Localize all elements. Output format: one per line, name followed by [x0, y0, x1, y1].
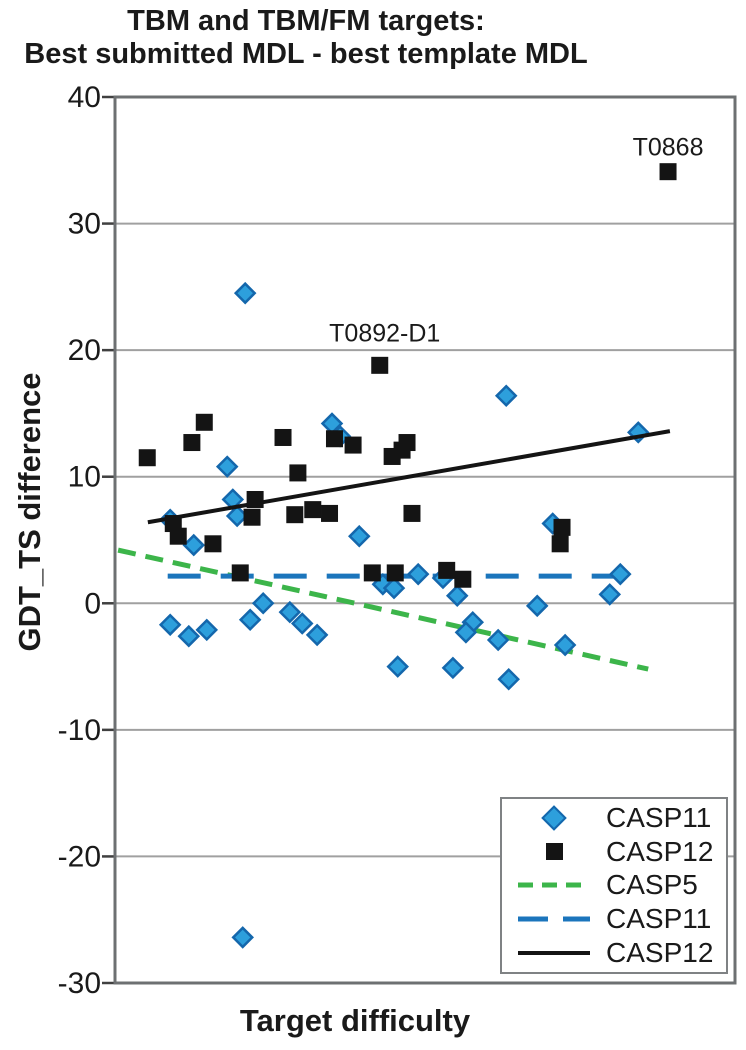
y-tick-label: -10 — [58, 714, 101, 747]
scatter-point-casp11 — [182, 533, 206, 557]
scatter-point-casp11 — [386, 655, 409, 678]
scatter-point-casp12 — [231, 564, 249, 582]
scatter-point-casp11 — [553, 633, 577, 657]
scatter-point-casp11 — [238, 608, 262, 632]
scatter-point-casp12 — [551, 535, 569, 553]
y-tick-label: 0 — [84, 587, 101, 620]
scatter-point-casp12 — [371, 356, 389, 374]
scatter-point-casp12 — [289, 464, 307, 482]
scatter-point-casp11 — [251, 592, 275, 615]
scatter-point-casp12 — [286, 506, 304, 524]
legend-item-casp11-scatter: CASP11 — [502, 802, 726, 835]
scatter-point-casp12 — [454, 570, 472, 588]
scatter-point-casp11 — [382, 576, 406, 600]
scatter-point-casp12 — [659, 163, 677, 181]
casp11-dash-line-icon — [518, 916, 590, 922]
chart-title-line2: Best submitted MDL - best template MDL — [24, 38, 588, 71]
y-tick-label: 10 — [68, 461, 101, 494]
scatter-point-casp11 — [348, 524, 371, 548]
scatter-point-casp11 — [454, 621, 478, 644]
scatter-point-casp12 — [344, 436, 362, 454]
legend-item-casp5-trend: CASP5 — [502, 869, 726, 902]
legend-item-casp12-trend: CASP12 — [502, 936, 726, 969]
scatter-point-casp12 — [363, 564, 381, 582]
legend-item-casp12-scatter: CASP12 — [502, 835, 726, 868]
scatter-point-casp12 — [304, 501, 322, 519]
scatter-point-casp11 — [406, 562, 430, 586]
chart-title: TBM and TBM/FM targets: Best submitted M… — [0, 5, 612, 71]
scatter-point-casp11 — [290, 612, 314, 635]
scatter-point-casp11 — [494, 384, 518, 407]
scatter-point-casp11 — [609, 562, 632, 586]
scatter-point-casp12 — [438, 561, 456, 579]
casp5-dash-line-icon — [518, 882, 590, 888]
scatter-point-casp12 — [274, 428, 292, 446]
scatter-point-casp11 — [158, 613, 182, 637]
scatter-point-casp12 — [403, 504, 421, 522]
scatter-point-casp11 — [486, 628, 510, 652]
scatter-point-casp12 — [398, 434, 416, 452]
scatter-point-casp11 — [598, 583, 622, 606]
casp11-diamond-icon — [541, 805, 567, 831]
scatter-point-casp11 — [441, 656, 465, 680]
scatter-point-casp12 — [195, 413, 213, 431]
annotation-t0868: T0868 — [633, 134, 704, 162]
legend-label: CASP11 — [606, 903, 712, 935]
scatter-point-casp11 — [195, 618, 219, 642]
casp12-solid-line-icon — [518, 950, 590, 955]
legend-item-casp11-trend: CASP11 — [502, 903, 726, 936]
scatter-point-casp11 — [215, 455, 239, 478]
annotation-t0892-d1: T0892-D1 — [329, 319, 440, 347]
scatter-point-casp11 — [231, 926, 254, 949]
y-tick-label: -20 — [58, 840, 101, 873]
scatter-point-casp12 — [138, 449, 156, 467]
legend-box: CASP11 CASP12 CASP5 CASP11 — [500, 797, 728, 974]
scatter-point-casp11 — [233, 281, 257, 305]
scatter-point-casp11 — [225, 504, 249, 528]
scatter-point-casp12 — [553, 518, 571, 536]
scatter-point-casp11 — [525, 594, 549, 618]
scatter-point-casp11 — [445, 584, 469, 607]
scatter-point-casp12 — [183, 434, 201, 452]
trendline-casp12-solid — [147, 429, 671, 525]
y-tick-label: 40 — [68, 81, 101, 114]
y-tick-label: -30 — [58, 967, 101, 1000]
legend-label: CASP12 — [606, 936, 714, 968]
y-tick-label: 30 — [68, 208, 101, 241]
chart-title-line1: TBM and TBM/FM targets: — [127, 5, 485, 37]
scatter-point-casp11 — [497, 667, 520, 691]
scatter-point-casp11 — [177, 624, 201, 648]
scatter-point-casp12 — [243, 508, 261, 526]
y-tick-label: 20 — [68, 334, 101, 367]
scatter-point-casp12 — [204, 535, 222, 553]
scatter-point-casp12 — [325, 430, 343, 448]
legend-label: CASP12 — [606, 835, 714, 867]
scatter-point-casp12 — [321, 504, 339, 522]
legend-label: CASP11 — [606, 802, 712, 834]
x-axis-label: Target difficulty — [239, 1003, 471, 1038]
casp12-square-icon — [545, 843, 563, 861]
scatter-point-casp11 — [278, 600, 302, 624]
plot-border — [113, 95, 737, 985]
scatter-point-casp12 — [169, 527, 187, 545]
scatter-point-casp11 — [305, 623, 329, 647]
scatter-point-casp12 — [386, 564, 404, 582]
legend-label: CASP5 — [606, 869, 698, 901]
